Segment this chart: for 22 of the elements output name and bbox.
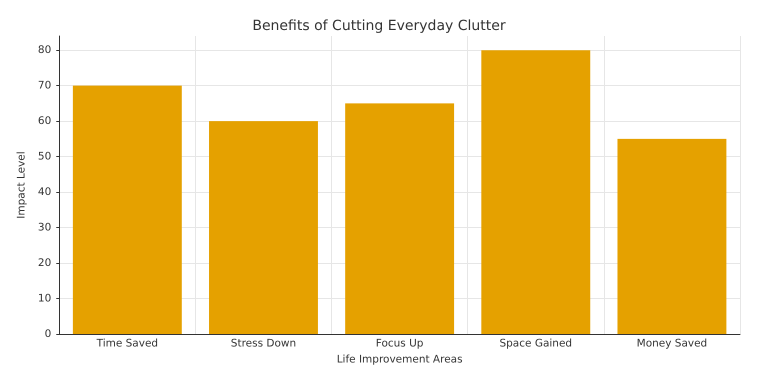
bar [345, 103, 454, 334]
y-tick-label: 70 [38, 80, 52, 92]
bar [72, 86, 182, 334]
x-tick-label: Focus Up [376, 338, 424, 350]
bar [209, 121, 318, 334]
chart-title: Benefits of Cutting Everyday Clutter [252, 18, 506, 34]
x-tick-label: Space Gained [499, 338, 572, 350]
y-tick-label: 60 [38, 115, 52, 128]
x-tick-label: Time Saved [96, 338, 158, 350]
bar [617, 138, 726, 334]
y-tick-label: 0 [44, 328, 52, 340]
bar [481, 50, 590, 334]
y-tick-label: 50 [38, 150, 52, 163]
y-tick-label: 80 [38, 44, 52, 56]
y-tick-label: 10 [38, 292, 52, 305]
x-tick-label: Stress Down [230, 338, 296, 350]
y-tick-label: 40 [38, 186, 52, 198]
x-axis-title: Life Improvement Areas [336, 353, 463, 366]
y-tick-label: 30 [38, 222, 52, 234]
y-tick-label: 20 [38, 257, 52, 270]
x-tick-label: Money Saved [636, 338, 708, 350]
y-axis-title: Impact Level [16, 151, 28, 219]
